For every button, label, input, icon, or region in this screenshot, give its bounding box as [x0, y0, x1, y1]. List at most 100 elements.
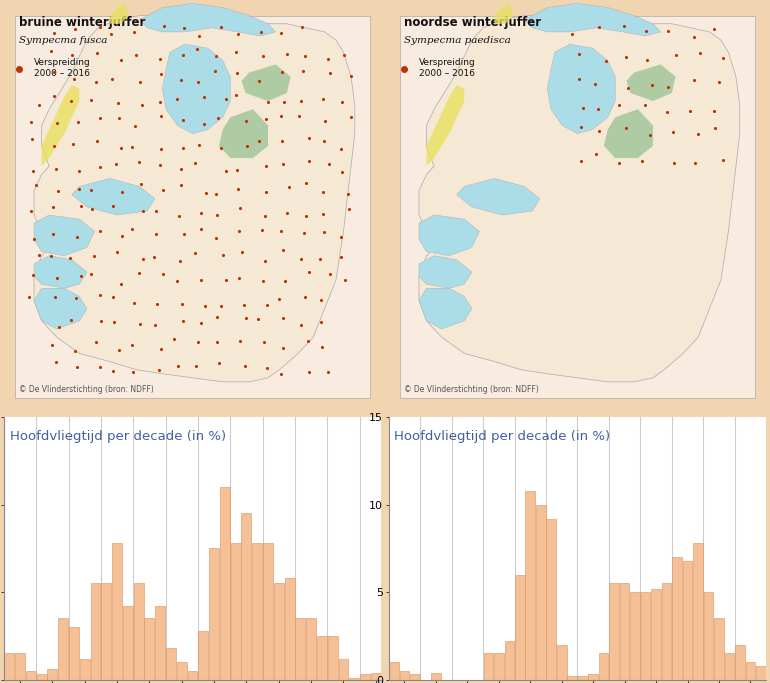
- Bar: [588, 674, 598, 680]
- Point: [276, 136, 289, 147]
- Point: [670, 49, 682, 60]
- Point: [590, 148, 602, 159]
- Bar: [745, 662, 755, 680]
- Point: [189, 247, 201, 258]
- Point: [65, 96, 78, 107]
- Point: [341, 189, 353, 199]
- Text: Verspreiding
2000 – 2016: Verspreiding 2000 – 2016: [34, 58, 91, 78]
- Point: [336, 167, 348, 178]
- Point: [334, 251, 346, 262]
- Bar: [599, 654, 608, 680]
- Point: [276, 245, 289, 255]
- Polygon shape: [604, 109, 653, 158]
- Bar: [339, 658, 349, 680]
- Bar: [494, 654, 504, 680]
- Bar: [672, 557, 682, 680]
- Point: [600, 55, 612, 66]
- Point: [199, 301, 211, 311]
- Point: [199, 92, 211, 102]
- Point: [230, 46, 243, 57]
- Point: [618, 21, 630, 32]
- Bar: [285, 578, 295, 680]
- Point: [126, 224, 139, 235]
- Polygon shape: [627, 64, 675, 101]
- Bar: [123, 606, 132, 680]
- Point: [136, 206, 149, 217]
- Point: [116, 186, 128, 197]
- Point: [25, 133, 38, 144]
- Point: [112, 98, 124, 109]
- Bar: [5, 654, 14, 680]
- Point: [135, 179, 147, 190]
- Point: [232, 29, 244, 40]
- Point: [112, 112, 125, 123]
- Bar: [15, 654, 25, 680]
- Point: [296, 21, 309, 32]
- Point: [273, 293, 286, 304]
- Point: [236, 246, 248, 257]
- Point: [171, 94, 183, 104]
- Bar: [242, 514, 252, 680]
- Point: [662, 25, 675, 36]
- Point: [230, 67, 243, 78]
- Bar: [177, 662, 186, 680]
- Bar: [156, 606, 165, 680]
- Point: [112, 344, 125, 355]
- Point: [28, 233, 40, 244]
- Point: [336, 96, 348, 107]
- Point: [302, 335, 314, 346]
- Point: [639, 100, 651, 111]
- Bar: [504, 641, 514, 680]
- Polygon shape: [547, 44, 615, 134]
- Point: [153, 96, 166, 107]
- Point: [155, 344, 167, 355]
- Bar: [296, 618, 306, 680]
- Point: [209, 189, 222, 199]
- Bar: [389, 662, 399, 680]
- Point: [211, 210, 223, 221]
- Point: [191, 43, 203, 54]
- Bar: [714, 618, 724, 680]
- Point: [48, 27, 60, 38]
- Point: [280, 49, 293, 60]
- Point: [716, 154, 728, 165]
- Point: [276, 342, 289, 353]
- Point: [295, 319, 307, 330]
- Point: [256, 224, 269, 235]
- Point: [65, 315, 77, 326]
- Polygon shape: [139, 3, 276, 36]
- Point: [65, 50, 78, 61]
- Point: [72, 116, 85, 127]
- Point: [48, 66, 60, 77]
- Bar: [557, 645, 567, 680]
- Point: [575, 122, 588, 133]
- Bar: [134, 583, 143, 680]
- Bar: [525, 490, 535, 680]
- Point: [48, 140, 60, 151]
- Point: [577, 102, 589, 113]
- Polygon shape: [419, 215, 480, 255]
- Point: [107, 365, 119, 376]
- Point: [277, 97, 290, 108]
- Point: [566, 29, 578, 40]
- Point: [340, 275, 352, 285]
- Point: [261, 299, 273, 310]
- Point: [148, 252, 160, 263]
- Point: [215, 301, 227, 311]
- Point: [640, 25, 652, 36]
- Point: [319, 115, 331, 126]
- Bar: [536, 505, 546, 680]
- Point: [65, 253, 77, 264]
- Bar: [651, 589, 661, 680]
- Point: [317, 136, 330, 147]
- Point: [334, 231, 346, 242]
- Point: [685, 106, 697, 117]
- Polygon shape: [34, 255, 87, 288]
- Text: Sympecma paedisca: Sympecma paedisca: [404, 36, 511, 45]
- Polygon shape: [34, 215, 95, 255]
- Point: [93, 225, 105, 236]
- Bar: [371, 673, 381, 680]
- Point: [315, 317, 327, 328]
- Point: [195, 223, 207, 234]
- Point: [324, 68, 336, 79]
